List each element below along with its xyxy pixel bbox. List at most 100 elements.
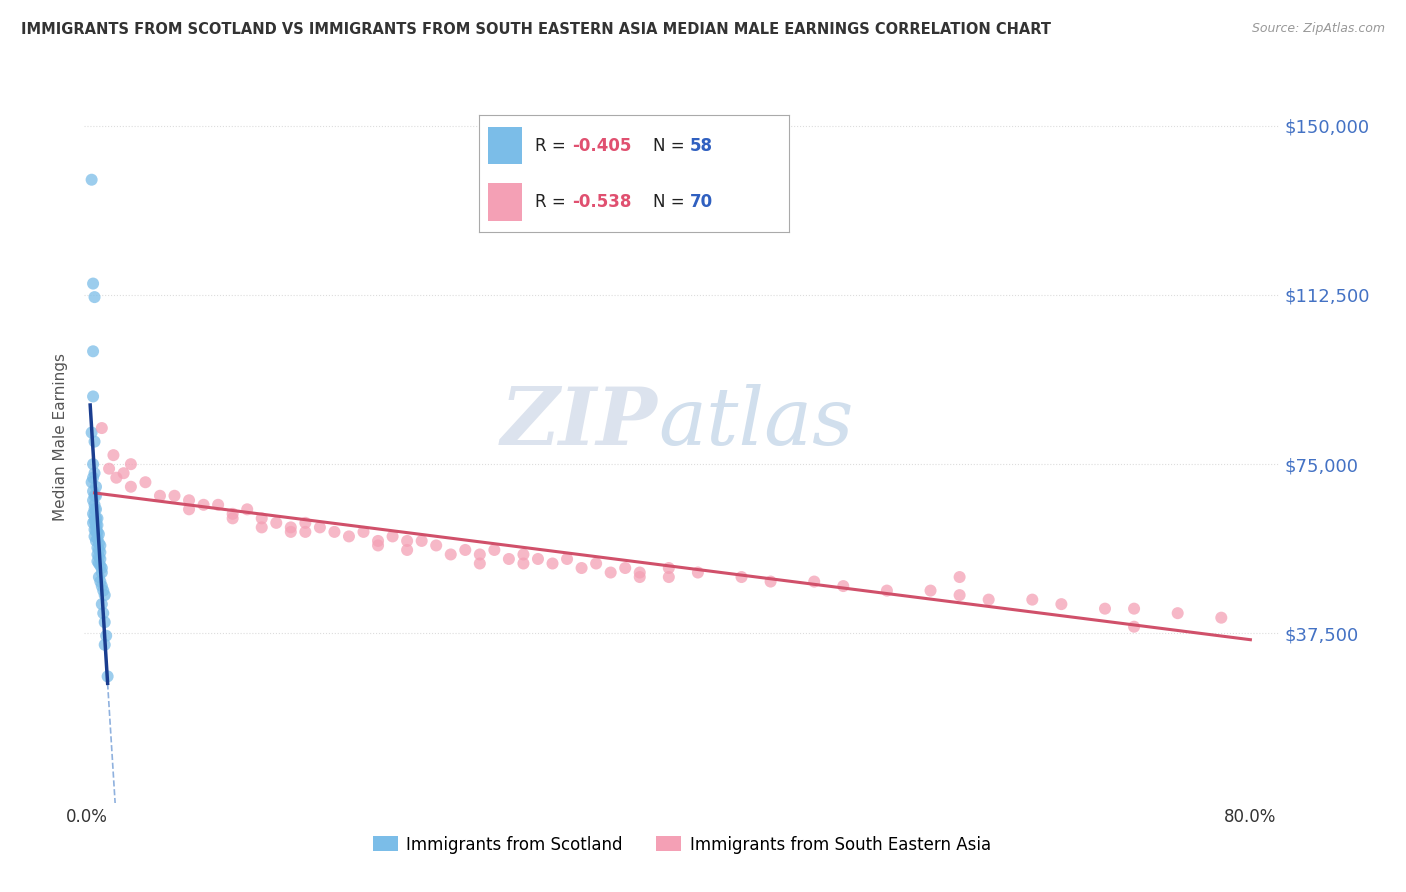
Point [90, 421, 112, 435]
Point [468, 548, 491, 562]
Point [87, 543, 110, 558]
Point [177, 502, 200, 516]
Point [876, 583, 898, 598]
Text: ZIP: ZIP [501, 384, 658, 461]
Point [614, 561, 637, 575]
Point [1021, 592, 1043, 607]
Point [177, 493, 200, 508]
Point [149, 489, 172, 503]
Point [82, 344, 104, 359]
Point [396, 533, 419, 548]
Point [90, 579, 112, 593]
Point [454, 543, 477, 558]
Point [105, 471, 128, 485]
Point [134, 475, 156, 490]
Point [103, 448, 125, 462]
Point [1123, 620, 1146, 634]
Point [89, 538, 111, 552]
Point [628, 570, 651, 584]
Point [367, 538, 389, 552]
Point [1050, 597, 1073, 611]
Point [82, 457, 104, 471]
Point [86, 511, 108, 525]
Point [82, 493, 104, 508]
Point [112, 466, 135, 480]
Point [571, 561, 593, 575]
Point [82, 389, 104, 403]
Point [86, 541, 108, 555]
Point [527, 552, 550, 566]
Point [87, 570, 110, 584]
Point [87, 549, 110, 564]
Point [280, 524, 302, 539]
Legend: Immigrants from Scotland, Immigrants from South Eastern Asia: Immigrants from Scotland, Immigrants fro… [367, 829, 997, 860]
Y-axis label: Median Male Earnings: Median Male Earnings [53, 353, 69, 521]
Point [84, 520, 107, 534]
Point [949, 570, 972, 584]
Point [82, 277, 104, 291]
Point [309, 520, 332, 534]
Point [84, 516, 107, 530]
Text: Source: ZipAtlas.com: Source: ZipAtlas.com [1251, 22, 1385, 36]
Point [1211, 610, 1233, 624]
Point [425, 538, 447, 552]
Point [541, 557, 564, 571]
Point [87, 557, 110, 571]
Point [264, 516, 287, 530]
Point [90, 561, 112, 575]
Point [86, 524, 108, 539]
Point [120, 457, 142, 471]
Point [80, 425, 103, 440]
Point [628, 566, 651, 580]
Point [90, 566, 112, 580]
Point [207, 498, 229, 512]
Point [90, 597, 112, 611]
Point [96, 629, 118, 643]
Point [323, 524, 346, 539]
Point [294, 516, 316, 530]
Point [440, 548, 463, 562]
Point [221, 507, 243, 521]
Point [83, 466, 105, 480]
Point [80, 475, 103, 490]
Point [84, 489, 107, 503]
Point [599, 566, 621, 580]
Point [280, 520, 302, 534]
Point [91, 583, 114, 598]
Point [86, 554, 108, 568]
Point [86, 532, 108, 546]
Point [832, 579, 855, 593]
Point [730, 570, 752, 584]
Point [89, 545, 111, 559]
Point [512, 557, 534, 571]
Point [120, 480, 142, 494]
Point [93, 588, 115, 602]
Point [98, 461, 121, 475]
Point [1167, 606, 1189, 620]
Point [82, 507, 104, 521]
Point [93, 615, 115, 630]
Point [93, 638, 115, 652]
Point [89, 558, 111, 573]
Point [83, 290, 105, 304]
Point [686, 566, 709, 580]
Point [803, 574, 825, 589]
Point [83, 434, 105, 449]
Point [163, 489, 186, 503]
Point [83, 514, 105, 528]
Point [87, 527, 110, 541]
Point [294, 524, 316, 539]
Point [498, 552, 520, 566]
Point [91, 606, 114, 620]
Point [80, 172, 103, 186]
Point [920, 583, 942, 598]
Point [86, 518, 108, 533]
Point [83, 489, 105, 503]
Point [1094, 601, 1116, 615]
Point [83, 498, 105, 512]
Point [89, 574, 111, 589]
Point [512, 548, 534, 562]
Point [221, 511, 243, 525]
Point [555, 552, 578, 566]
Point [83, 509, 105, 524]
